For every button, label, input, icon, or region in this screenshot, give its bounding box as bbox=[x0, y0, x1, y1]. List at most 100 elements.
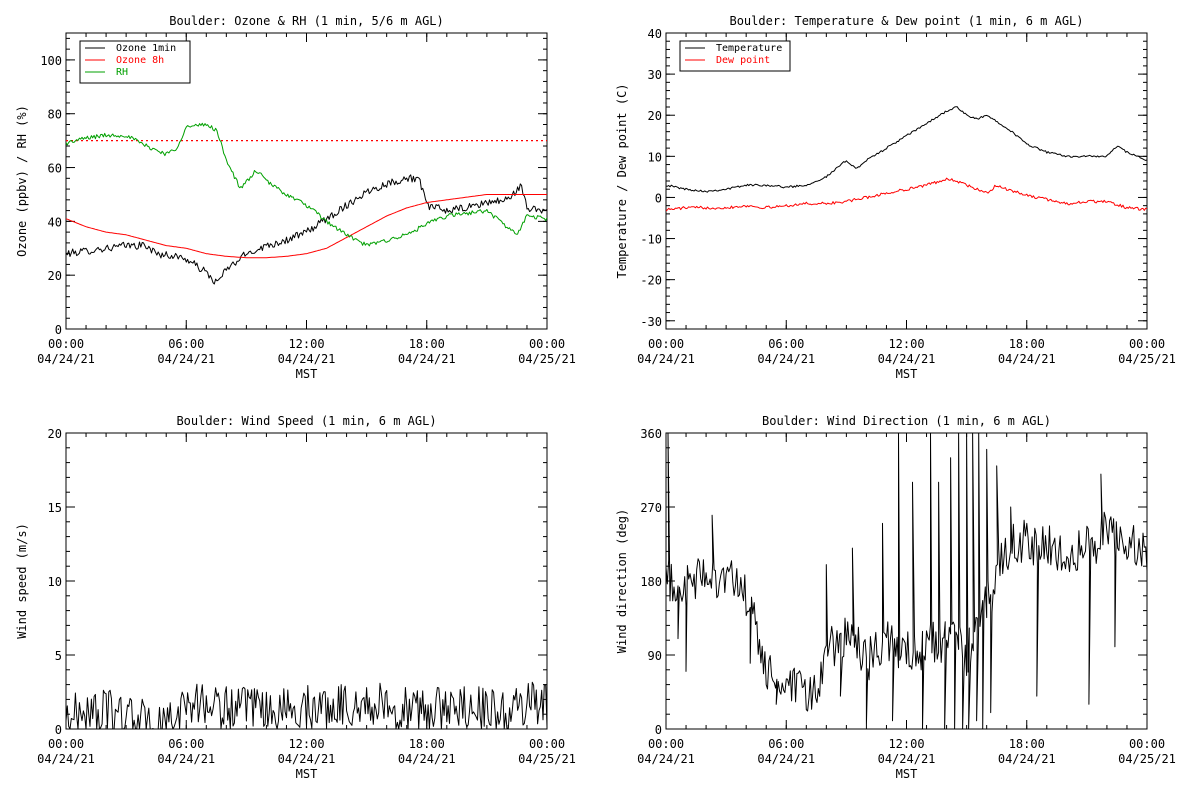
legend-label: Temperature bbox=[716, 43, 782, 54]
series-line-dew-point bbox=[666, 177, 1147, 212]
x-tick-date-label: 04/24/21 bbox=[37, 752, 95, 766]
y-tick-label: 0 bbox=[655, 723, 662, 737]
x-tick-time-label: 06:00 bbox=[168, 737, 204, 751]
y-tick-label: 180 bbox=[640, 575, 662, 589]
y-tick-label: 360 bbox=[640, 427, 662, 441]
x-tick-time-label: 06:00 bbox=[168, 337, 204, 351]
x-tick-time-label: 18:00 bbox=[1009, 337, 1045, 351]
chart-panel-temp-dew: Boulder: Temperature & Dew point (1 min,… bbox=[615, 14, 1176, 381]
x-tick-time-label: 12:00 bbox=[288, 337, 324, 351]
x-tick-time-label: 00:00 bbox=[529, 337, 565, 351]
y-axis-label: Temperature / Dew point (C) bbox=[615, 83, 629, 278]
chart-title: Boulder: Wind Speed (1 min, 6 m AGL) bbox=[176, 414, 436, 428]
x-axis-label: MST bbox=[296, 767, 318, 781]
x-tick-date-label: 04/24/21 bbox=[398, 752, 456, 766]
chart-title: Boulder: Ozone & RH (1 min, 5/6 m AGL) bbox=[169, 14, 444, 28]
x-tick-time-label: 00:00 bbox=[48, 337, 84, 351]
y-axis-label: Ozone (ppbv) / RH (%) bbox=[15, 105, 29, 257]
x-tick-date-label: 04/24/21 bbox=[757, 752, 815, 766]
series-line-wind-direction bbox=[666, 433, 1147, 729]
y-tick-label: 270 bbox=[640, 501, 662, 515]
legend-box bbox=[679, 40, 791, 72]
x-tick-time-label: 00:00 bbox=[48, 737, 84, 751]
x-tick-date-label: 04/25/21 bbox=[518, 352, 576, 366]
y-tick-label: 100 bbox=[40, 54, 62, 68]
x-axis-label: MST bbox=[296, 367, 318, 381]
x-tick-time-label: 12:00 bbox=[888, 737, 924, 751]
y-tick-label: -10 bbox=[640, 233, 662, 247]
x-tick-time-label: 06:00 bbox=[768, 337, 804, 351]
legend-label: Dew point bbox=[716, 55, 770, 66]
series-line-ozone-8h bbox=[66, 194, 547, 259]
plot-frame bbox=[665, 432, 1148, 730]
plot-area bbox=[666, 106, 1147, 212]
y-tick-label: 0 bbox=[655, 191, 662, 205]
x-tick-date-label: 04/24/21 bbox=[998, 752, 1056, 766]
x-tick-date-label: 04/25/21 bbox=[1118, 352, 1176, 366]
y-tick-label: 40 bbox=[648, 27, 662, 41]
x-tick-time-label: 00:00 bbox=[529, 737, 565, 751]
y-tick-label: 0 bbox=[55, 323, 62, 337]
x-tick-date-label: 04/24/21 bbox=[637, 352, 695, 366]
x-tick-date-label: 04/24/21 bbox=[878, 752, 936, 766]
x-tick-date-label: 04/24/21 bbox=[878, 352, 936, 366]
x-tick-date-label: 04/24/21 bbox=[757, 352, 815, 366]
x-tick-date-label: 04/24/21 bbox=[998, 352, 1056, 366]
series-line-rh bbox=[66, 122, 547, 247]
x-tick-date-label: 04/24/21 bbox=[637, 752, 695, 766]
y-tick-label: 20 bbox=[48, 427, 62, 441]
chart-panel-ozone-rh: Boulder: Ozone & RH (1 min, 5/6 m AGL) 0 2… bbox=[15, 14, 576, 381]
x-tick-time-label: 18:00 bbox=[409, 737, 445, 751]
y-tick-label: 40 bbox=[48, 215, 62, 229]
x-tick-date-label: 04/25/21 bbox=[1118, 752, 1176, 766]
x-tick-date-label: 04/24/21 bbox=[157, 352, 215, 366]
x-tick-date-label: 04/24/21 bbox=[398, 352, 456, 366]
x-tick-time-label: 00:00 bbox=[1129, 737, 1165, 751]
plot-area bbox=[66, 122, 547, 285]
y-tick-label: 5 bbox=[55, 649, 62, 663]
y-axis-label: Wind direction (deg) bbox=[615, 509, 629, 654]
plot-frame bbox=[665, 32, 1148, 330]
x-axis-label: MST bbox=[896, 367, 918, 381]
legend-label: Ozone 8h bbox=[116, 55, 164, 66]
x-tick-time-label: 00:00 bbox=[648, 737, 684, 751]
series-line-ozone-1min bbox=[66, 174, 547, 285]
y-tick-label: 30 bbox=[648, 68, 662, 82]
y-tick-label: -20 bbox=[640, 274, 662, 288]
plot-area bbox=[66, 681, 547, 729]
chart-title: Boulder: Wind Direction (1 min, 6 m AGL) bbox=[762, 414, 1051, 428]
y-tick-label: 10 bbox=[48, 575, 62, 589]
chart-title: Boulder: Temperature & Dew point (1 min,… bbox=[729, 14, 1083, 28]
y-tick-label: 0 bbox=[55, 723, 62, 737]
y-tick-label: 20 bbox=[648, 109, 662, 123]
x-axis-label: MST bbox=[896, 767, 918, 781]
x-tick-time-label: 18:00 bbox=[1009, 737, 1045, 751]
x-tick-date-label: 04/24/21 bbox=[278, 352, 336, 366]
plot-area bbox=[666, 433, 1147, 729]
y-tick-label: 15 bbox=[48, 501, 62, 515]
x-tick-time-label: 06:00 bbox=[768, 737, 804, 751]
x-tick-time-label: 12:00 bbox=[288, 737, 324, 751]
x-tick-time-label: 00:00 bbox=[1129, 337, 1165, 351]
chart-panel-wind-direction: Boulder: Wind Direction (1 min, 6 m AGL)… bbox=[615, 414, 1176, 781]
x-tick-time-label: 12:00 bbox=[888, 337, 924, 351]
y-tick-label: -30 bbox=[640, 315, 662, 329]
series-line-wind-speed bbox=[66, 681, 547, 729]
x-tick-time-label: 00:00 bbox=[648, 337, 684, 351]
y-axis-label: Wind speed (m/s) bbox=[15, 523, 29, 639]
x-tick-date-label: 04/24/21 bbox=[278, 752, 336, 766]
plot-frame bbox=[65, 432, 548, 730]
y-tick-label: 20 bbox=[48, 269, 62, 283]
x-tick-date-label: 04/24/21 bbox=[37, 352, 95, 366]
series-line-temperature bbox=[666, 106, 1147, 193]
chart-panel-wind-speed: Boulder: Wind Speed (1 min, 6 m AGL) 0 5 10… bbox=[15, 414, 576, 781]
x-tick-date-label: 04/24/21 bbox=[157, 752, 215, 766]
legend-label: Ozone 1min bbox=[116, 43, 176, 54]
y-tick-label: 60 bbox=[48, 162, 62, 176]
y-tick-label: 90 bbox=[648, 649, 662, 663]
x-tick-time-label: 18:00 bbox=[409, 337, 445, 351]
